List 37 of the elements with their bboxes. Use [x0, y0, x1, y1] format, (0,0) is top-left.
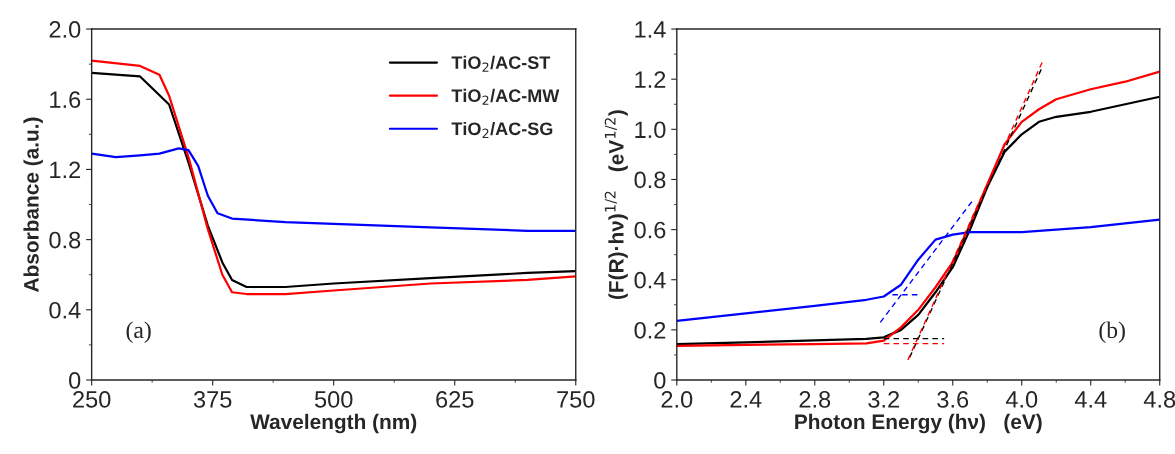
x-tick-label: 750 — [557, 391, 595, 408]
legend-label: TiO$_{2}$/AC-MW — [451, 88, 560, 105]
y-tick-label: 0.6 — [634, 221, 666, 239]
y-tick-label: 0.8 — [49, 231, 81, 249]
y-tick-label: 1.0 — [635, 121, 666, 139]
y-axis-title: Absorbance (a.u.) — [23, 117, 43, 292]
x-axis-title: Wavelength (nm) — [250, 413, 417, 434]
y-tick-label: 0.4 — [49, 301, 81, 319]
x-tick-label: 4.4 — [1074, 391, 1107, 408]
text: (F(R)·hν)$^{1/2}$ (eV$^{1/2}$) — [604, 110, 628, 300]
y-tick-label: 1.4 — [635, 21, 666, 38]
annotation: (b) — [1099, 321, 1125, 343]
x-tick-label: 625 — [436, 391, 474, 408]
y-tick-label: 0 — [69, 372, 81, 389]
annotation: (a) — [126, 321, 151, 343]
x-tick-label: 4.8 — [1143, 391, 1175, 408]
y-tick-label: 0.8 — [634, 171, 666, 189]
y-tick-label: 0.2 — [634, 321, 666, 339]
line-series — [91, 147, 576, 232]
x-tick-label: 3.2 — [868, 391, 899, 408]
x-axis-title: Photon Energy (hν) (eV) — [795, 413, 1042, 434]
y-tick-label: 1.2 — [50, 161, 81, 178]
y-tick-label: 0.4 — [634, 271, 666, 289]
y-tick-label: 0 — [654, 372, 666, 389]
x-tick-label: 3.6 — [937, 391, 969, 408]
x-tick-label: 4.0 — [1005, 391, 1038, 408]
y-tick-label: 1.2 — [635, 71, 666, 88]
x-tick-label: 2.4 — [730, 391, 762, 408]
x-tick-label: 2.0 — [661, 391, 693, 408]
legend-label: TiO$_{2}$/AC-ST — [451, 55, 551, 72]
x-tick-label: 250 — [73, 391, 111, 408]
x-tick-label: 375 — [193, 391, 232, 408]
y-tick-label: 2.0 — [49, 21, 81, 38]
y-tick-label: 1.6 — [50, 91, 81, 109]
x-tick-label: 2.8 — [799, 391, 831, 408]
legend-label: TiO$_{2}$/AC-SG — [451, 121, 553, 138]
x-tick-label: 500 — [314, 391, 353, 408]
